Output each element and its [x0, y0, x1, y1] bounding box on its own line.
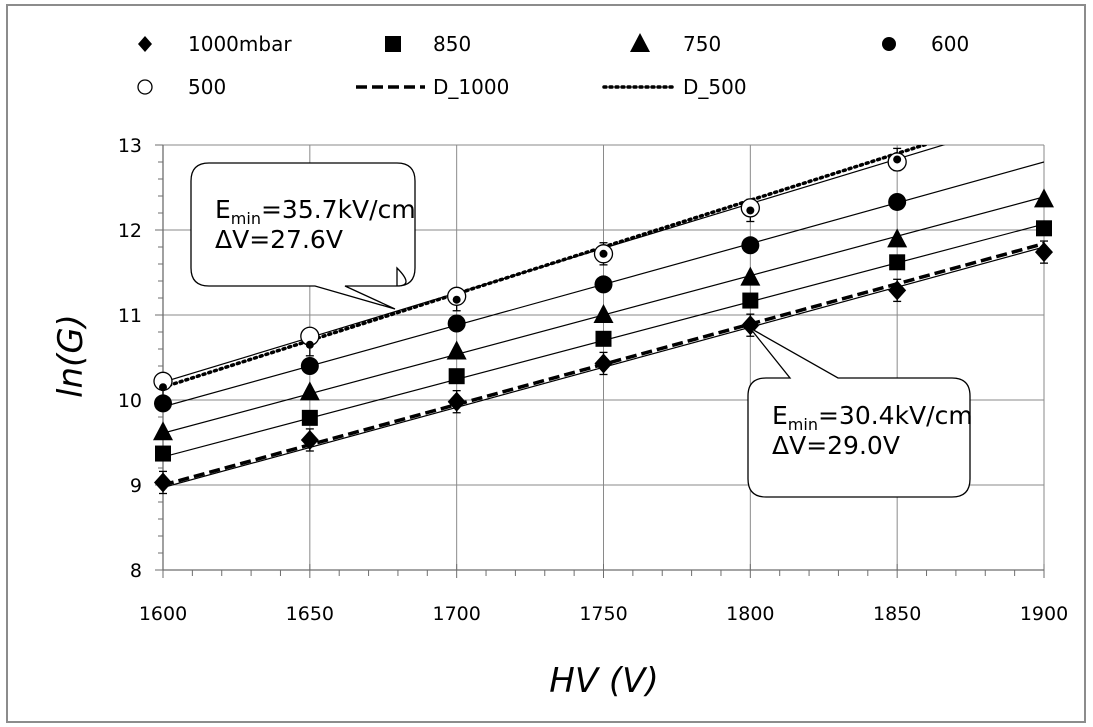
callouts: Emin=35.7kV/cmΔV=27.6VEmin=30.4kV/cmΔV=2…	[190, 162, 973, 498]
legend-item-d-1000: D_1000	[356, 75, 509, 99]
x-tick-label: 1700	[432, 603, 480, 625]
x-tick-label: 1800	[726, 603, 774, 625]
chart-frame	[6, 4, 1086, 723]
marker-d-500	[599, 249, 608, 258]
legend-item-500: 500	[137, 75, 226, 99]
y-tick-label: 10	[118, 390, 142, 412]
marker-850	[595, 330, 612, 347]
legend-marker	[630, 33, 650, 52]
marker-850	[1036, 220, 1052, 237]
legend-item-850: 850	[385, 32, 471, 56]
legend-label: 750	[683, 32, 721, 56]
x-axis-label: HV (V)	[549, 661, 658, 701]
marker-d-500	[452, 295, 461, 304]
marker-d-500	[305, 340, 314, 349]
y-tick-label: 13	[118, 135, 142, 157]
legend-item-1000mbar: 1000mbar	[138, 32, 292, 56]
callout-1000-shape	[747, 327, 971, 498]
marker-d-500	[159, 383, 167, 392]
marker-850	[742, 292, 759, 309]
y-axis-label: ln(G)	[51, 314, 91, 398]
x-tick-label: 1850	[873, 603, 921, 625]
marker-600	[447, 314, 466, 333]
y-tick-label: 9	[130, 475, 142, 497]
marker-850	[301, 409, 318, 426]
legend-item-d-500: D_500	[602, 75, 747, 99]
marker-750	[1034, 188, 1054, 208]
legend-marker	[385, 36, 401, 52]
marker-850	[155, 445, 171, 462]
marker-1000mbar	[154, 472, 172, 493]
callout-500-shape	[190, 162, 416, 310]
data-markers	[153, 152, 1054, 493]
marker-750	[299, 381, 320, 401]
legend: 1000mbar 850 750 600 500 D_1000 D_500	[137, 32, 969, 99]
legend-label: D_500	[683, 75, 747, 99]
marker-600	[741, 236, 760, 255]
marker-1000mbar	[1035, 242, 1053, 263]
marker-1000mbar	[888, 280, 907, 301]
callout-500-line2: ΔV=27.6V	[215, 225, 343, 254]
legend-label: D_1000	[433, 75, 509, 99]
marker-600	[888, 192, 907, 211]
callout-500-line1: Emin=35.7kV/cm	[215, 195, 416, 228]
marker-600	[300, 357, 319, 375]
callout-1000-line2: ΔV=29.0V	[772, 431, 900, 460]
tick-labels: 1600 1650 1700 1750 1800 1850 1900 8 9 10 11 12 13	[118, 135, 1068, 625]
marker-750	[887, 228, 908, 248]
marker-1000mbar	[300, 429, 319, 450]
marker-1000mbar	[447, 391, 466, 412]
marker-850	[448, 368, 465, 385]
x-tick-label: 1750	[579, 603, 627, 625]
marker-1000mbar	[594, 353, 613, 374]
axes	[155, 144, 1045, 578]
legend-marker	[138, 36, 152, 52]
y-tick-label: 8	[130, 560, 142, 582]
marker-850	[889, 254, 906, 271]
marker-d-500	[893, 155, 902, 164]
legend-item-750: 750	[630, 32, 721, 56]
x-tick-label: 1900	[1020, 603, 1068, 625]
marker-750	[593, 304, 614, 323]
legend-label: 1000mbar	[188, 32, 292, 56]
legend-label: 850	[433, 32, 471, 56]
marker-600	[154, 394, 172, 413]
legend-marker	[137, 79, 153, 95]
y-tick-label: 11	[118, 305, 142, 327]
x-tick-label: 1600	[139, 603, 187, 625]
marker-750	[740, 266, 761, 286]
marker-750	[446, 340, 467, 360]
legend-marker	[882, 37, 896, 51]
y-tick-label: 12	[118, 220, 142, 242]
marker-600	[594, 275, 613, 294]
marker-750	[153, 421, 173, 441]
marker-d-500	[746, 206, 755, 215]
x-tick-label: 1650	[286, 603, 334, 625]
legend-label: 600	[931, 32, 969, 56]
callout-1000-line1: Emin=30.4kV/cm	[772, 401, 973, 434]
legend-label: 500	[188, 75, 226, 99]
legend-item-600: 600	[882, 32, 969, 56]
